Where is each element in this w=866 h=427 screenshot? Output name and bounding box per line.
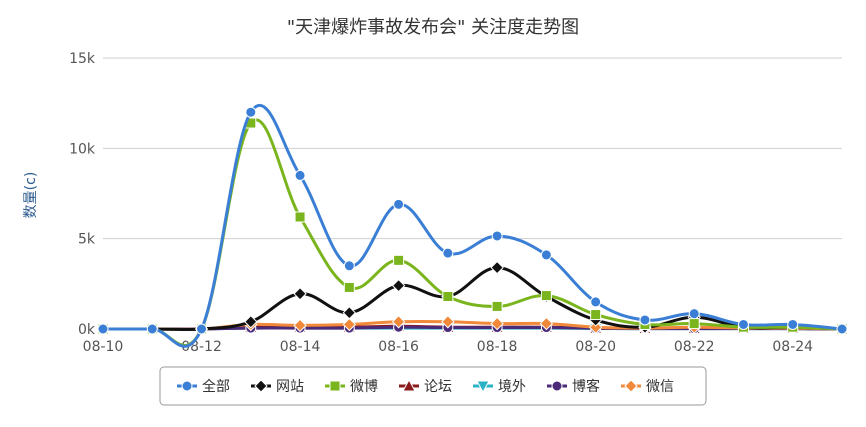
y-axis-label: 数量(c) bbox=[23, 172, 39, 219]
data-point bbox=[490, 260, 504, 275]
data-point bbox=[442, 247, 454, 259]
legend-label: 全部 bbox=[202, 378, 230, 395]
y-axis-ticks: 0k 5k 10k 15k bbox=[69, 51, 96, 338]
data-point bbox=[293, 318, 307, 333]
data-point bbox=[393, 198, 405, 210]
data-point bbox=[590, 296, 602, 308]
legend-item[interactable]: 全部 bbox=[177, 378, 230, 395]
data-point bbox=[343, 260, 355, 272]
data-point bbox=[737, 318, 749, 330]
data-point bbox=[490, 316, 504, 331]
data-point bbox=[688, 308, 700, 320]
data-point bbox=[196, 323, 208, 335]
x-tick-label: 08-22 bbox=[674, 339, 715, 355]
data-point bbox=[391, 278, 406, 293]
legend-item[interactable]: 微信 bbox=[621, 379, 674, 395]
legend-item[interactable]: 境外 bbox=[473, 379, 526, 395]
x-tick-label: 08-10 bbox=[83, 339, 124, 355]
y-tick-label: 10k bbox=[69, 141, 96, 157]
data-point bbox=[393, 254, 405, 266]
chart-title: "天津爆炸事故发布会" 关注度走势图 bbox=[287, 17, 579, 38]
legend-label: 网站 bbox=[276, 379, 304, 395]
series-全部 bbox=[97, 103, 848, 348]
legend-marker bbox=[624, 379, 638, 393]
legend-marker bbox=[181, 380, 193, 392]
data-point bbox=[294, 211, 306, 223]
legend-item[interactable]: 论坛 bbox=[399, 378, 452, 395]
data-point bbox=[688, 318, 700, 330]
series-line bbox=[103, 118, 843, 347]
y-tick-label: 15k bbox=[69, 51, 96, 67]
legend-label: 博客 bbox=[572, 378, 600, 395]
y-tick-label: 5k bbox=[78, 232, 96, 248]
data-point bbox=[342, 306, 357, 320]
legend-label: 微博 bbox=[350, 378, 378, 395]
data-point bbox=[244, 315, 258, 329]
data-point bbox=[442, 290, 454, 302]
data-point bbox=[590, 309, 602, 321]
legend-box bbox=[159, 366, 707, 406]
legend-marker bbox=[551, 380, 563, 392]
legend-label: 论坛 bbox=[424, 379, 452, 395]
data-point bbox=[293, 287, 307, 301]
legend-label: 微信 bbox=[646, 379, 674, 395]
data-point bbox=[491, 230, 503, 242]
x-tick-label: 08-14 bbox=[280, 339, 321, 355]
x-tick-label: 08-16 bbox=[378, 339, 419, 355]
data-point bbox=[588, 320, 603, 334]
legend-item[interactable]: 博客 bbox=[547, 378, 600, 395]
data-point bbox=[294, 169, 306, 181]
series-line bbox=[103, 103, 843, 348]
legend-marker bbox=[329, 380, 341, 392]
data-point bbox=[540, 249, 552, 261]
x-tick-label: 08-18 bbox=[477, 339, 518, 355]
data-point bbox=[343, 281, 355, 293]
data-point bbox=[245, 106, 257, 118]
series-line bbox=[103, 266, 843, 332]
data-point bbox=[787, 318, 799, 330]
legend-marker bbox=[254, 379, 268, 393]
series-微博 bbox=[97, 117, 848, 347]
x-tick-label: 08-24 bbox=[772, 339, 813, 355]
data-point bbox=[342, 317, 357, 332]
data-point bbox=[836, 323, 848, 335]
y-tick-label: 0k bbox=[78, 322, 96, 338]
series-group bbox=[96, 103, 849, 348]
legend-item[interactable]: 网站 bbox=[251, 379, 304, 395]
data-point bbox=[540, 290, 552, 302]
x-tick-label: 08-20 bbox=[575, 339, 616, 355]
data-point bbox=[146, 323, 158, 335]
data-point bbox=[491, 300, 503, 312]
data-point bbox=[639, 314, 651, 326]
legend-marker bbox=[476, 380, 490, 394]
legend-marker bbox=[402, 378, 416, 392]
legend-item[interactable]: 微博 bbox=[325, 378, 378, 395]
data-point bbox=[539, 316, 554, 331]
data-point bbox=[391, 315, 406, 329]
data-point bbox=[97, 323, 109, 335]
data-point bbox=[441, 315, 455, 329]
x-axis: 08-10 08-12 08-14 08-16 08-18 08-20 08-22 08-24 bbox=[83, 329, 843, 355]
legend-label: 境外 bbox=[498, 379, 526, 395]
legend: 全部 网站 微博 论坛 境外 博客 微信 bbox=[177, 378, 674, 395]
